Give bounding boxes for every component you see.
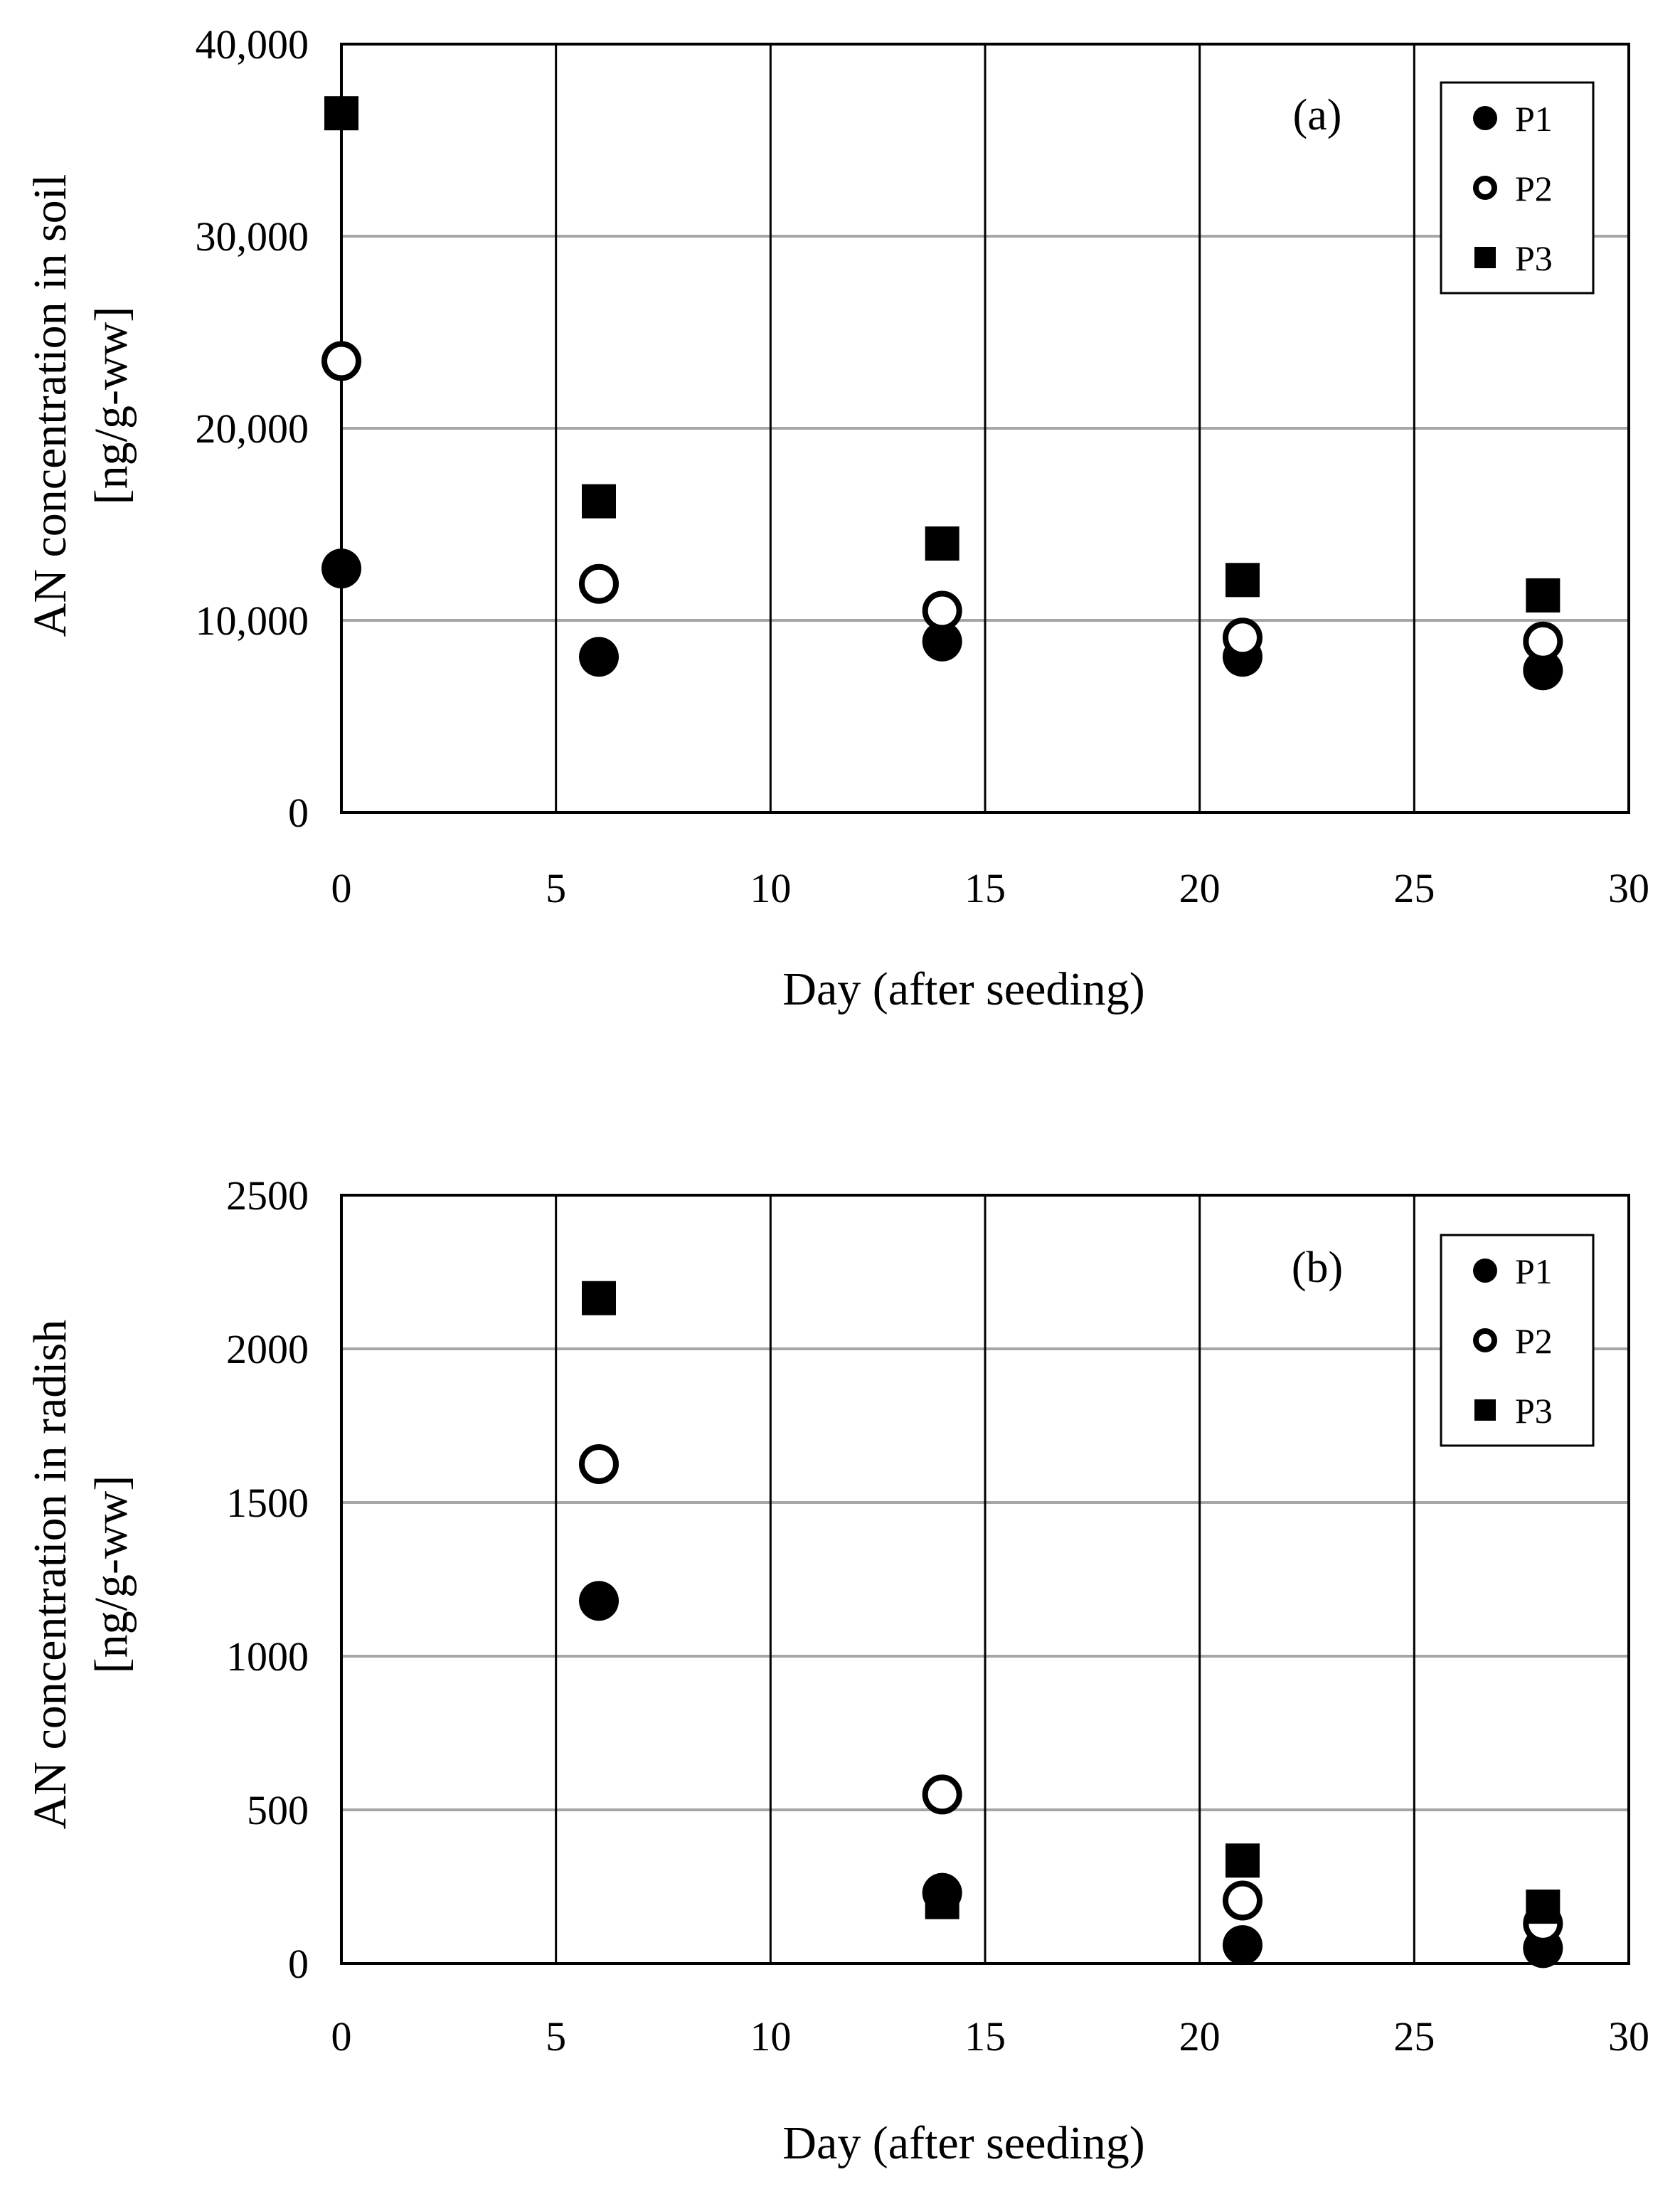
x-tick-label: 5 (546, 865, 566, 911)
x-tick-label: 10 (750, 865, 791, 911)
data-point-p1 (579, 1581, 619, 1621)
data-point-p2 (922, 590, 962, 631)
y-tick-label: 500 (247, 1787, 309, 1833)
legend-marker-p1 (1473, 1259, 1497, 1283)
data-point-p3 (582, 1281, 616, 1315)
x-tick-label: 0 (331, 2013, 352, 2060)
legend-marker-p3 (1474, 1399, 1496, 1421)
x-tick-label: 25 (1393, 2013, 1435, 2060)
x-axis-title: Day (after seeding) (782, 963, 1144, 1015)
y-tick-label: 40,000 (196, 21, 309, 68)
data-point-p2 (1223, 1880, 1262, 1921)
x-tick-label: 20 (1179, 2013, 1221, 2060)
panel-label: (b) (1292, 1244, 1343, 1292)
data-point-p1 (579, 637, 619, 677)
legend-marker-p2 (1473, 176, 1497, 200)
legend-label-p3: P3 (1515, 1391, 1553, 1431)
data-point-p1 (1523, 650, 1563, 691)
legend-label-p2: P2 (1515, 169, 1553, 208)
x-axis-title: Day (after seeding) (782, 2117, 1144, 2169)
data-point-p3 (1526, 578, 1561, 613)
y-axis-title: [ng/g-ww] (85, 307, 137, 505)
data-point-p2 (579, 1444, 619, 1484)
data-point-p3 (324, 96, 358, 131)
y-tick-label: 2000 (226, 1326, 309, 1372)
legend-marker-p2 (1473, 1328, 1497, 1352)
legend-label-p1: P1 (1515, 99, 1553, 139)
legend-label-p3: P3 (1515, 238, 1553, 278)
plot-area-border (340, 1194, 1630, 1965)
y-tick-label: 0 (288, 790, 309, 836)
data-point-p2 (1523, 621, 1563, 662)
x-tick-label: 20 (1179, 865, 1221, 911)
legend-label-p2: P2 (1515, 1321, 1553, 1361)
y-tick-label: 1500 (226, 1480, 309, 1526)
x-tick-label: 15 (964, 2013, 1006, 2060)
y-axis-title: AN concentration in radish (24, 1320, 76, 1830)
y-tick-label: 2500 (226, 1172, 309, 1219)
data-point-p2 (922, 1774, 962, 1815)
data-point-p3 (925, 526, 959, 561)
data-point-p3 (1226, 1843, 1260, 1878)
y-tick-label: 20,000 (196, 406, 309, 452)
y-axis-title: [ng/g-ww] (85, 1475, 137, 1674)
legend-box (1440, 1234, 1595, 1447)
x-tick-label: 0 (331, 865, 352, 911)
data-point-p1 (922, 621, 962, 662)
data-point-p1 (1223, 1925, 1262, 1966)
legend-box (1440, 81, 1595, 295)
x-tick-label: 30 (1608, 865, 1649, 911)
panel-label: (a) (1293, 91, 1342, 139)
x-tick-label: 10 (750, 2013, 791, 2060)
chart-panel-b: 0 500 1000 1500 2000 2500 0 5 10 15 20 25 30 Day (aft… (24, 1172, 1649, 2169)
legend-marker-p3 (1474, 247, 1496, 268)
data-point-p3 (1526, 1890, 1561, 1924)
x-tick-label: 15 (964, 865, 1006, 911)
y-tick-label: 30,000 (196, 213, 309, 260)
data-point-p1 (321, 549, 361, 589)
x-tick-label: 30 (1608, 2013, 1649, 2060)
legend-marker-p1 (1473, 106, 1497, 130)
y-axis-title: AN concentration in soil (24, 174, 76, 637)
y-tick-label: 1000 (226, 1633, 309, 1680)
chart-panel-a: 0 10,000 20,000 30,000 40,000 0 5 10 15 20 25 30 Day… (24, 21, 1649, 1015)
data-point-p2 (579, 563, 619, 604)
legend-label-p1: P1 (1515, 1251, 1553, 1291)
data-point-p2 (1223, 618, 1262, 658)
y-tick-label: 0 (288, 1941, 309, 1987)
y-tick-label: 10,000 (196, 598, 309, 644)
x-tick-label: 5 (546, 2013, 566, 2060)
data-point-p3 (925, 1885, 959, 1919)
data-point-p2 (321, 341, 361, 381)
data-point-p3 (582, 484, 616, 519)
plot-area-border (340, 43, 1630, 814)
data-point-p3 (1226, 563, 1260, 598)
x-tick-label: 25 (1393, 865, 1435, 911)
